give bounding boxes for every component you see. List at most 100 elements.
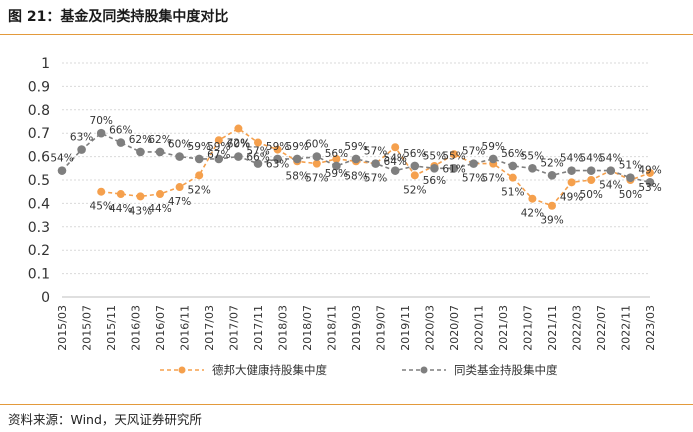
y-tick-label: 1: [41, 56, 50, 72]
data-point: [234, 124, 243, 133]
x-tick-label: 2016/03: [130, 305, 143, 351]
data-label: 54%: [599, 180, 622, 192]
data-label: 49%: [560, 191, 583, 203]
data-label: 57%: [462, 173, 485, 185]
x-tick-label: 2021/07: [522, 305, 535, 351]
x-tick-label: 2018/07: [301, 305, 314, 351]
data-point: [195, 171, 204, 180]
x-tick-label: 2022/07: [595, 305, 608, 351]
data-label: 56%: [501, 148, 524, 160]
data-label: 63%: [266, 159, 289, 171]
data-label: 54%: [384, 153, 407, 165]
data-label: 59%: [207, 141, 230, 153]
data-label: 39%: [540, 215, 563, 227]
data-label: 55%: [442, 150, 465, 162]
data-label: 57%: [305, 173, 328, 185]
data-point: [410, 161, 420, 171]
data-label: 55%: [521, 150, 544, 162]
chart-title: 图 21：基金及同类持股集中度对比: [8, 9, 229, 25]
x-tick-label: 2022/11: [620, 305, 633, 351]
data-label: 43%: [129, 205, 152, 217]
legend: 德邦大健康持股集中度 同类基金持股集中度: [160, 363, 558, 377]
data-point: [273, 154, 282, 164]
y-tick-label: 0.8: [28, 103, 50, 119]
data-point: [371, 159, 380, 168]
data-point: [156, 190, 164, 199]
data-label: 56%: [423, 175, 446, 187]
data-point: [77, 145, 86, 154]
x-tick-label: 2017/11: [252, 305, 265, 351]
data-label: 49%: [638, 164, 661, 176]
data-label: 62%: [129, 134, 152, 146]
data-label: 59%: [325, 168, 348, 180]
x-tick-label: 2016/07: [154, 305, 167, 351]
series-peer: [57, 128, 655, 187]
data-point: [175, 183, 184, 192]
gridlines: [62, 62, 650, 298]
data-label: 56%: [325, 148, 348, 160]
x-tick-label: 2020/11: [473, 305, 486, 351]
line-chart: 00.10.20.30.40.50.60.70.80.91 2015/03 201…: [28, 56, 662, 377]
data-label: 60%: [168, 139, 191, 151]
data-point: [606, 166, 616, 175]
data-label: 54%: [560, 153, 583, 165]
x-axis: 2015/03 2015/07 2015/11 2016/03 2016/07 2016/…: [56, 305, 657, 351]
data-point: [332, 161, 341, 171]
data-label: 56%: [403, 148, 426, 160]
data-point: [450, 150, 458, 159]
data-label: 47%: [168, 196, 191, 208]
data-point: [567, 178, 576, 187]
data-point: [273, 145, 282, 154]
data-point: [96, 128, 106, 138]
y-tick-label: 0.7: [28, 126, 50, 142]
data-point: [136, 147, 145, 157]
x-tick-label: 2020/07: [448, 305, 461, 351]
data-point: [116, 138, 126, 147]
data-point: [587, 176, 596, 184]
data-label: 45%: [90, 201, 113, 213]
data-point: [312, 152, 322, 161]
data-label: 44%: [148, 203, 171, 215]
x-tick-label: 2018/11: [326, 305, 339, 351]
x-tick-label: 2021/03: [497, 305, 510, 351]
data-point: [646, 168, 654, 177]
data-label: 67%: [207, 149, 230, 161]
data-point: [449, 164, 459, 173]
data-label: 62%: [148, 134, 171, 146]
legend-marker: [178, 366, 186, 374]
data-label: 55%: [423, 150, 446, 162]
data-label: 52%: [188, 184, 211, 196]
data-point: [214, 136, 223, 145]
data-point: [97, 187, 106, 196]
data-point: [586, 166, 596, 175]
data-point: [469, 159, 478, 168]
data-label: 51%: [501, 187, 524, 199]
x-tick-label: 2015/11: [105, 305, 118, 351]
data-label: 57%: [364, 146, 387, 158]
data-label: 66%: [246, 152, 269, 164]
data-point: [567, 166, 576, 175]
data-label: 70%: [90, 115, 113, 127]
data-point: [528, 194, 537, 203]
y-tick-label: 0: [41, 290, 50, 306]
data-point: [351, 154, 361, 164]
data-point: [547, 171, 557, 180]
legend-label: 同类基金持股集中度: [454, 363, 558, 377]
data-point: [292, 154, 302, 164]
series-fund: [97, 124, 654, 210]
data-point: [253, 159, 263, 168]
data-point: [645, 178, 655, 187]
data-label: 60%: [227, 139, 250, 151]
data-point: [488, 154, 498, 164]
data-label: 58%: [286, 170, 309, 182]
data-label: 50%: [580, 189, 603, 201]
data-point: [214, 154, 224, 164]
data-label: 42%: [521, 208, 544, 220]
data-label: 57%: [462, 146, 485, 158]
data-label: 59%: [344, 141, 367, 153]
x-tick-label: 2023/03: [644, 305, 657, 351]
series-line: [101, 127, 651, 207]
data-label: 57%: [246, 146, 269, 158]
y-tick-label: 0.2: [28, 243, 50, 259]
data-point: [508, 173, 517, 182]
